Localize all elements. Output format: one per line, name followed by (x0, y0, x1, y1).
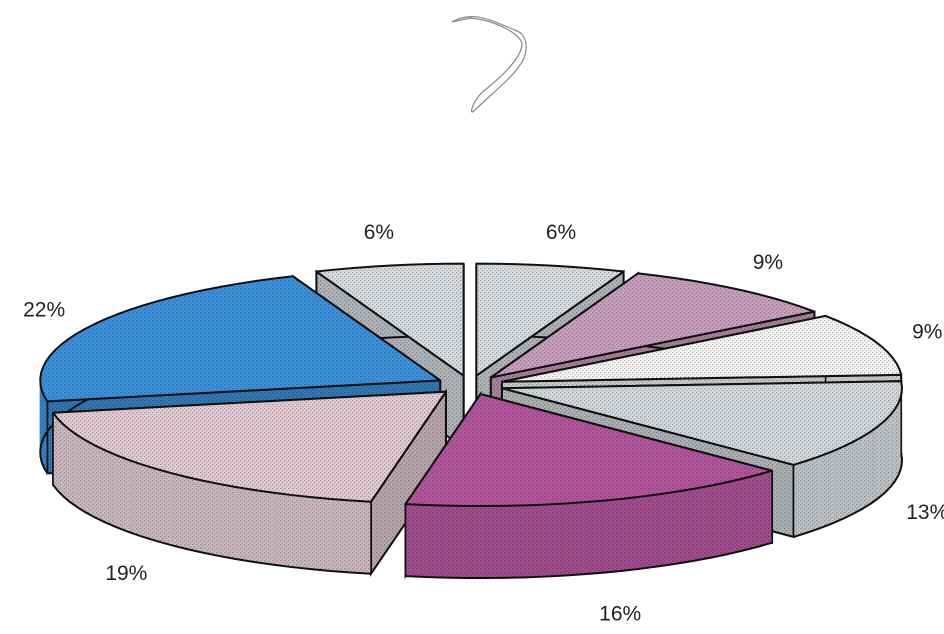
slice-texture (350, 500, 372, 574)
slice-texture (445, 505, 466, 578)
value-label: 13% (906, 501, 944, 524)
slice-texture (155, 468, 171, 545)
slice-texture (218, 483, 237, 560)
slice-texture (316, 263, 464, 376)
slice (404, 390, 774, 580)
slice-texture (623, 496, 642, 571)
slice-texture (254, 490, 273, 565)
slice-texture (694, 485, 712, 561)
slice-texture (105, 450, 117, 528)
slice-texture (604, 498, 624, 573)
slice-texture (890, 409, 895, 488)
slice-texture (501, 381, 902, 465)
slice-texture (202, 480, 219, 556)
slice-texture (310, 497, 331, 571)
slice-texture (62, 424, 70, 502)
slice-texture (85, 440, 95, 518)
slice-texture (525, 504, 546, 578)
value-label: 6% (364, 221, 394, 244)
slice-texture (371, 391, 446, 574)
slice-texture (807, 456, 820, 533)
slice-texture (584, 500, 605, 575)
slice-texture (485, 505, 506, 579)
slice-texture (465, 505, 486, 579)
slice-texture (141, 464, 156, 541)
slice-texture (170, 472, 186, 549)
slice-texture (793, 460, 808, 537)
slice-texture (505, 505, 526, 578)
slice-texture (116, 455, 129, 533)
slice-texture (711, 482, 728, 558)
slice-edge (52, 484, 372, 575)
slice-texture (128, 460, 142, 537)
slice-texture (843, 441, 854, 519)
slice-texture (884, 415, 891, 493)
slice-texture (853, 436, 863, 514)
slice-edge (793, 453, 903, 538)
slice-texture (76, 434, 86, 513)
value-label: 9% (753, 251, 783, 274)
slice-texture (819, 451, 832, 529)
slice-texture (501, 315, 902, 382)
slice-texture (405, 394, 773, 507)
slice-texture (878, 420, 885, 499)
scribble (451, 16, 527, 113)
slice-texture (659, 491, 678, 567)
slice-texture (870, 426, 879, 504)
slice-texture (41, 390, 44, 468)
slice-texture (743, 474, 758, 551)
slice-texture (677, 488, 695, 564)
slice-texture (57, 418, 63, 497)
slice-texture (897, 398, 901, 477)
slice-texture (490, 273, 815, 378)
slice-texture (641, 494, 660, 569)
slice-texture (476, 263, 624, 376)
slice-texture (272, 492, 292, 568)
slice-texture (757, 470, 773, 547)
value-label: 19% (105, 562, 147, 585)
value-label: 9% (912, 320, 942, 343)
slice-texture (94, 445, 106, 523)
pie (39, 262, 903, 580)
slice-texture (831, 446, 844, 524)
slice-texture (545, 503, 566, 577)
value-label: 16% (599, 602, 641, 625)
value-label: 22% (23, 298, 65, 321)
slice-texture (185, 476, 203, 553)
slice-texture (69, 429, 77, 507)
slice-texture (425, 504, 446, 578)
slice-edge (405, 541, 773, 580)
slice-texture (565, 502, 585, 576)
slice-texture (727, 478, 744, 555)
value-label: 6% (546, 221, 576, 244)
slice (52, 388, 447, 577)
slice-texture (862, 431, 871, 509)
slice-texture (894, 404, 898, 482)
slice-texture (53, 412, 58, 491)
slice-texture (291, 495, 311, 570)
slice-texture (236, 487, 255, 563)
slice-texture (40, 276, 441, 402)
slice-texture (53, 391, 446, 502)
slice-texture (405, 504, 426, 577)
slice-texture (330, 498, 351, 573)
